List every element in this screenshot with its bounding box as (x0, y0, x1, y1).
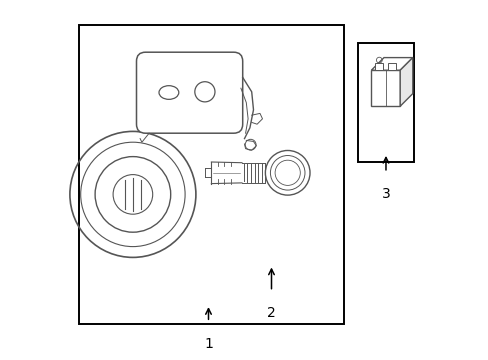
Bar (387, 63, 395, 70)
Bar (374, 63, 382, 70)
Bar (371, 70, 399, 106)
Polygon shape (399, 58, 412, 106)
Text: 3: 3 (381, 188, 389, 201)
Bar (357, 43, 413, 162)
Polygon shape (371, 58, 412, 70)
Text: 2: 2 (266, 306, 275, 320)
FancyBboxPatch shape (136, 52, 242, 133)
Text: 1: 1 (203, 337, 212, 351)
Bar (79, 25, 343, 324)
